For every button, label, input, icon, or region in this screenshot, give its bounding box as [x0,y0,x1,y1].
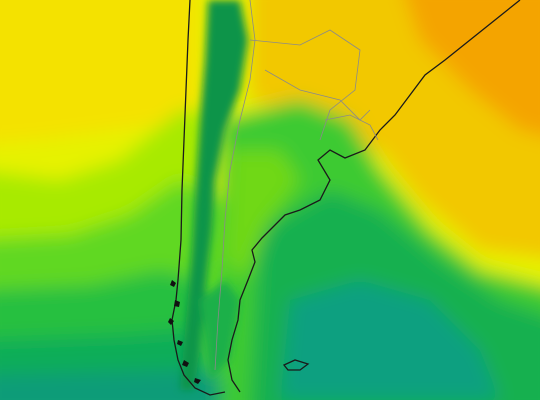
patagonia [200,280,240,380]
coast-west [171,0,226,396]
field-yellow-west [0,0,200,144]
andes [180,0,248,390]
field-pampas [225,150,300,280]
coast-east [227,0,521,393]
coastlines [171,0,521,396]
fjords [168,280,201,384]
field-teal-east [280,280,500,400]
border-chile-argentina [214,0,256,371]
field-orange [406,0,540,135]
border-uruguay [324,114,379,141]
andes-band [180,0,248,390]
border-provinces [264,69,371,121]
border-north [249,29,361,141]
borders [214,0,379,371]
falklands [282,359,310,371]
